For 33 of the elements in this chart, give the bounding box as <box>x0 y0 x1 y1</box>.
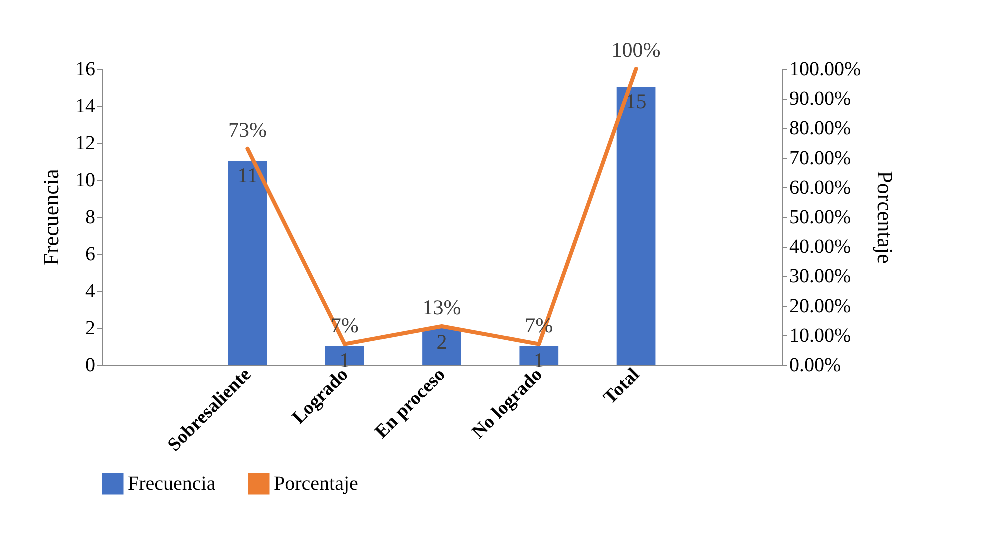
y2-tick-label: 20.00% <box>790 295 852 318</box>
bar <box>616 88 656 365</box>
data-label: 73% <box>228 118 267 142</box>
data-label: 100% <box>612 38 661 62</box>
legend-label: Porcentaje <box>274 473 359 495</box>
y2-tick-label: 10.00% <box>790 324 852 347</box>
y2-axis-title: Porcentaje <box>873 171 898 264</box>
y-tick-label: 16 <box>76 58 96 80</box>
y2-tick-label: 80.00% <box>790 118 852 140</box>
y-tick-label: 6 <box>86 244 96 266</box>
bar <box>422 328 462 365</box>
legend-label: Frecuencia <box>128 473 216 495</box>
y2-tick-label: 0.00% <box>790 354 842 376</box>
y2-tick-label: 60.00% <box>790 176 852 199</box>
y2-tick-label: 30.00% <box>790 266 852 288</box>
y2-tick-label: 100.00% <box>790 58 862 80</box>
data-label: 11 <box>238 164 258 188</box>
data-label: 2 <box>436 330 448 354</box>
data-label: 13% <box>422 296 462 320</box>
y-tick-label: 2 <box>86 318 96 340</box>
bar <box>228 162 268 365</box>
y-tick-label: 12 <box>76 132 96 154</box>
y2-tick-label: 90.00% <box>790 88 852 110</box>
y2-tick-label: 70.00% <box>790 147 852 170</box>
data-label: 15 <box>626 90 647 114</box>
y-tick-label: 8 <box>86 206 96 228</box>
y-tick-label: 10 <box>76 170 96 192</box>
y2-tick-label: 50.00% <box>790 206 852 228</box>
y2-tick-label: 40.00% <box>790 236 852 258</box>
y-tick-label: 0 <box>86 354 96 376</box>
y-axis-title: Frecuencia <box>38 169 64 266</box>
y-tick-label: 14 <box>76 96 96 118</box>
y-tick-label: 4 <box>86 280 96 302</box>
